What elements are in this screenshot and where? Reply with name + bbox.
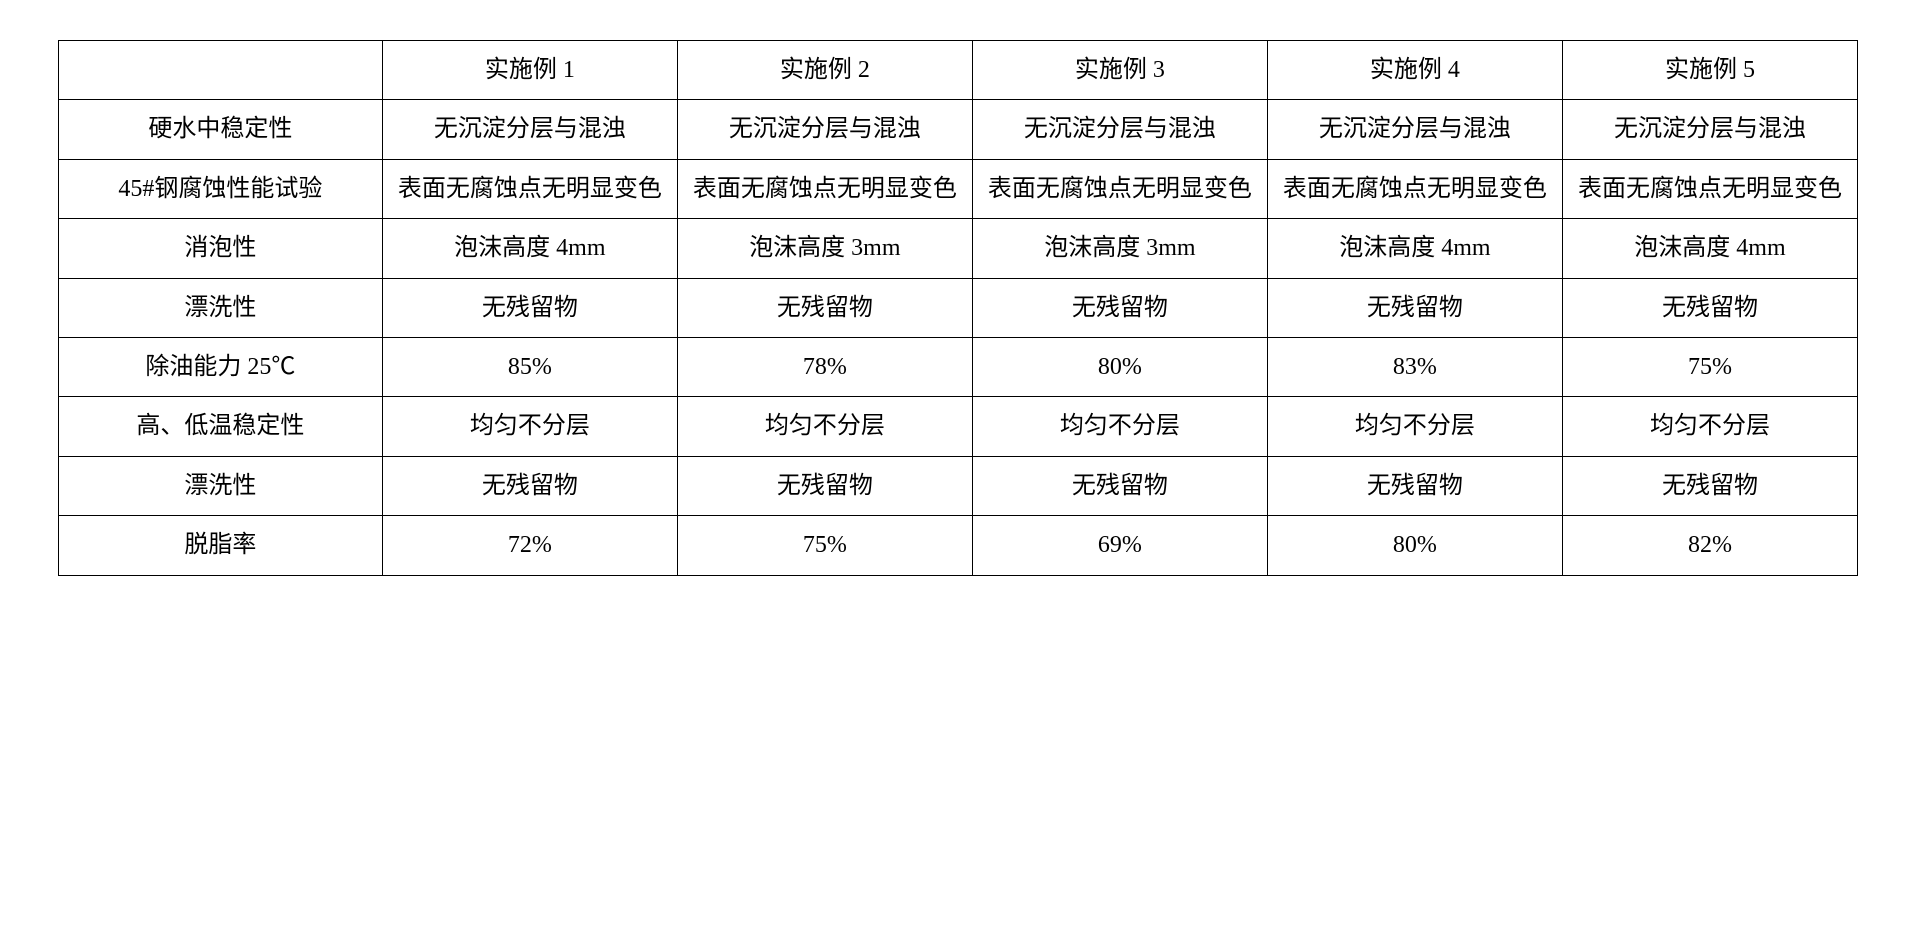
- table-row: 消泡性 泡沫高度 4mm 泡沫高度 3mm 泡沫高度 3mm 泡沫高度 4mm …: [59, 219, 1858, 278]
- cell: 无沉淀分层与混浊: [1267, 100, 1562, 159]
- cell: 无残留物: [1562, 278, 1857, 337]
- row-label: 漂洗性: [59, 278, 383, 337]
- cell: 75%: [677, 516, 972, 575]
- cell: 泡沫高度 3mm: [677, 219, 972, 278]
- row-label: 除油能力 25℃: [59, 337, 383, 396]
- cell: 均匀不分层: [677, 397, 972, 456]
- cell: 72%: [382, 516, 677, 575]
- cell: 均匀不分层: [972, 397, 1267, 456]
- cell: 无残留物: [382, 456, 677, 515]
- cell: 无沉淀分层与混浊: [972, 100, 1267, 159]
- cell: 83%: [1267, 337, 1562, 396]
- row-label: 高、低温稳定性: [59, 397, 383, 456]
- cell: 无残留物: [1267, 456, 1562, 515]
- table-row: 高、低温稳定性 均匀不分层 均匀不分层 均匀不分层 均匀不分层 均匀不分层: [59, 397, 1858, 456]
- col-header-ex1: 实施例 1: [382, 41, 677, 100]
- cell: 表面无腐蚀点无明显变色: [382, 159, 677, 218]
- col-header-blank: [59, 41, 383, 100]
- cell: 均匀不分层: [1267, 397, 1562, 456]
- cell: 无沉淀分层与混浊: [677, 100, 972, 159]
- cell: 无残留物: [1267, 278, 1562, 337]
- cell: 69%: [972, 516, 1267, 575]
- cell: 无沉淀分层与混浊: [1562, 100, 1857, 159]
- cell: 80%: [1267, 516, 1562, 575]
- results-table: 实施例 1 实施例 2 实施例 3 实施例 4 实施例 5 硬水中稳定性 无沉淀…: [58, 40, 1858, 576]
- col-header-ex3: 实施例 3: [972, 41, 1267, 100]
- table-row: 除油能力 25℃ 85% 78% 80% 83% 75%: [59, 337, 1858, 396]
- col-header-ex4: 实施例 4: [1267, 41, 1562, 100]
- col-header-ex2: 实施例 2: [677, 41, 972, 100]
- cell: 泡沫高度 3mm: [972, 219, 1267, 278]
- cell: 78%: [677, 337, 972, 396]
- cell: 表面无腐蚀点无明显变色: [1562, 159, 1857, 218]
- cell: 无残留物: [677, 278, 972, 337]
- cell: 80%: [972, 337, 1267, 396]
- cell: 无残留物: [1562, 456, 1857, 515]
- row-label: 脱脂率: [59, 516, 383, 575]
- row-label: 硬水中稳定性: [59, 100, 383, 159]
- cell: 无残留物: [972, 278, 1267, 337]
- cell: 无沉淀分层与混浊: [382, 100, 677, 159]
- table-row: 硬水中稳定性 无沉淀分层与混浊 无沉淀分层与混浊 无沉淀分层与混浊 无沉淀分层与…: [59, 100, 1858, 159]
- cell: 表面无腐蚀点无明显变色: [972, 159, 1267, 218]
- table-header-row: 实施例 1 实施例 2 实施例 3 实施例 4 实施例 5: [59, 41, 1858, 100]
- cell: 表面无腐蚀点无明显变色: [1267, 159, 1562, 218]
- table-row: 脱脂率 72% 75% 69% 80% 82%: [59, 516, 1858, 575]
- table-row: 漂洗性 无残留物 无残留物 无残留物 无残留物 无残留物: [59, 456, 1858, 515]
- cell: 泡沫高度 4mm: [1267, 219, 1562, 278]
- cell: 无残留物: [382, 278, 677, 337]
- table-row: 45#钢腐蚀性能试验 表面无腐蚀点无明显变色 表面无腐蚀点无明显变色 表面无腐蚀…: [59, 159, 1858, 218]
- row-label: 45#钢腐蚀性能试验: [59, 159, 383, 218]
- row-label: 消泡性: [59, 219, 383, 278]
- table-row: 漂洗性 无残留物 无残留物 无残留物 无残留物 无残留物: [59, 278, 1858, 337]
- cell: 无残留物: [677, 456, 972, 515]
- col-header-ex5: 实施例 5: [1562, 41, 1857, 100]
- cell: 均匀不分层: [382, 397, 677, 456]
- cell: 泡沫高度 4mm: [1562, 219, 1857, 278]
- row-label: 漂洗性: [59, 456, 383, 515]
- cell: 无残留物: [972, 456, 1267, 515]
- cell: 75%: [1562, 337, 1857, 396]
- cell: 均匀不分层: [1562, 397, 1857, 456]
- cell: 82%: [1562, 516, 1857, 575]
- cell: 泡沫高度 4mm: [382, 219, 677, 278]
- cell: 85%: [382, 337, 677, 396]
- cell: 表面无腐蚀点无明显变色: [677, 159, 972, 218]
